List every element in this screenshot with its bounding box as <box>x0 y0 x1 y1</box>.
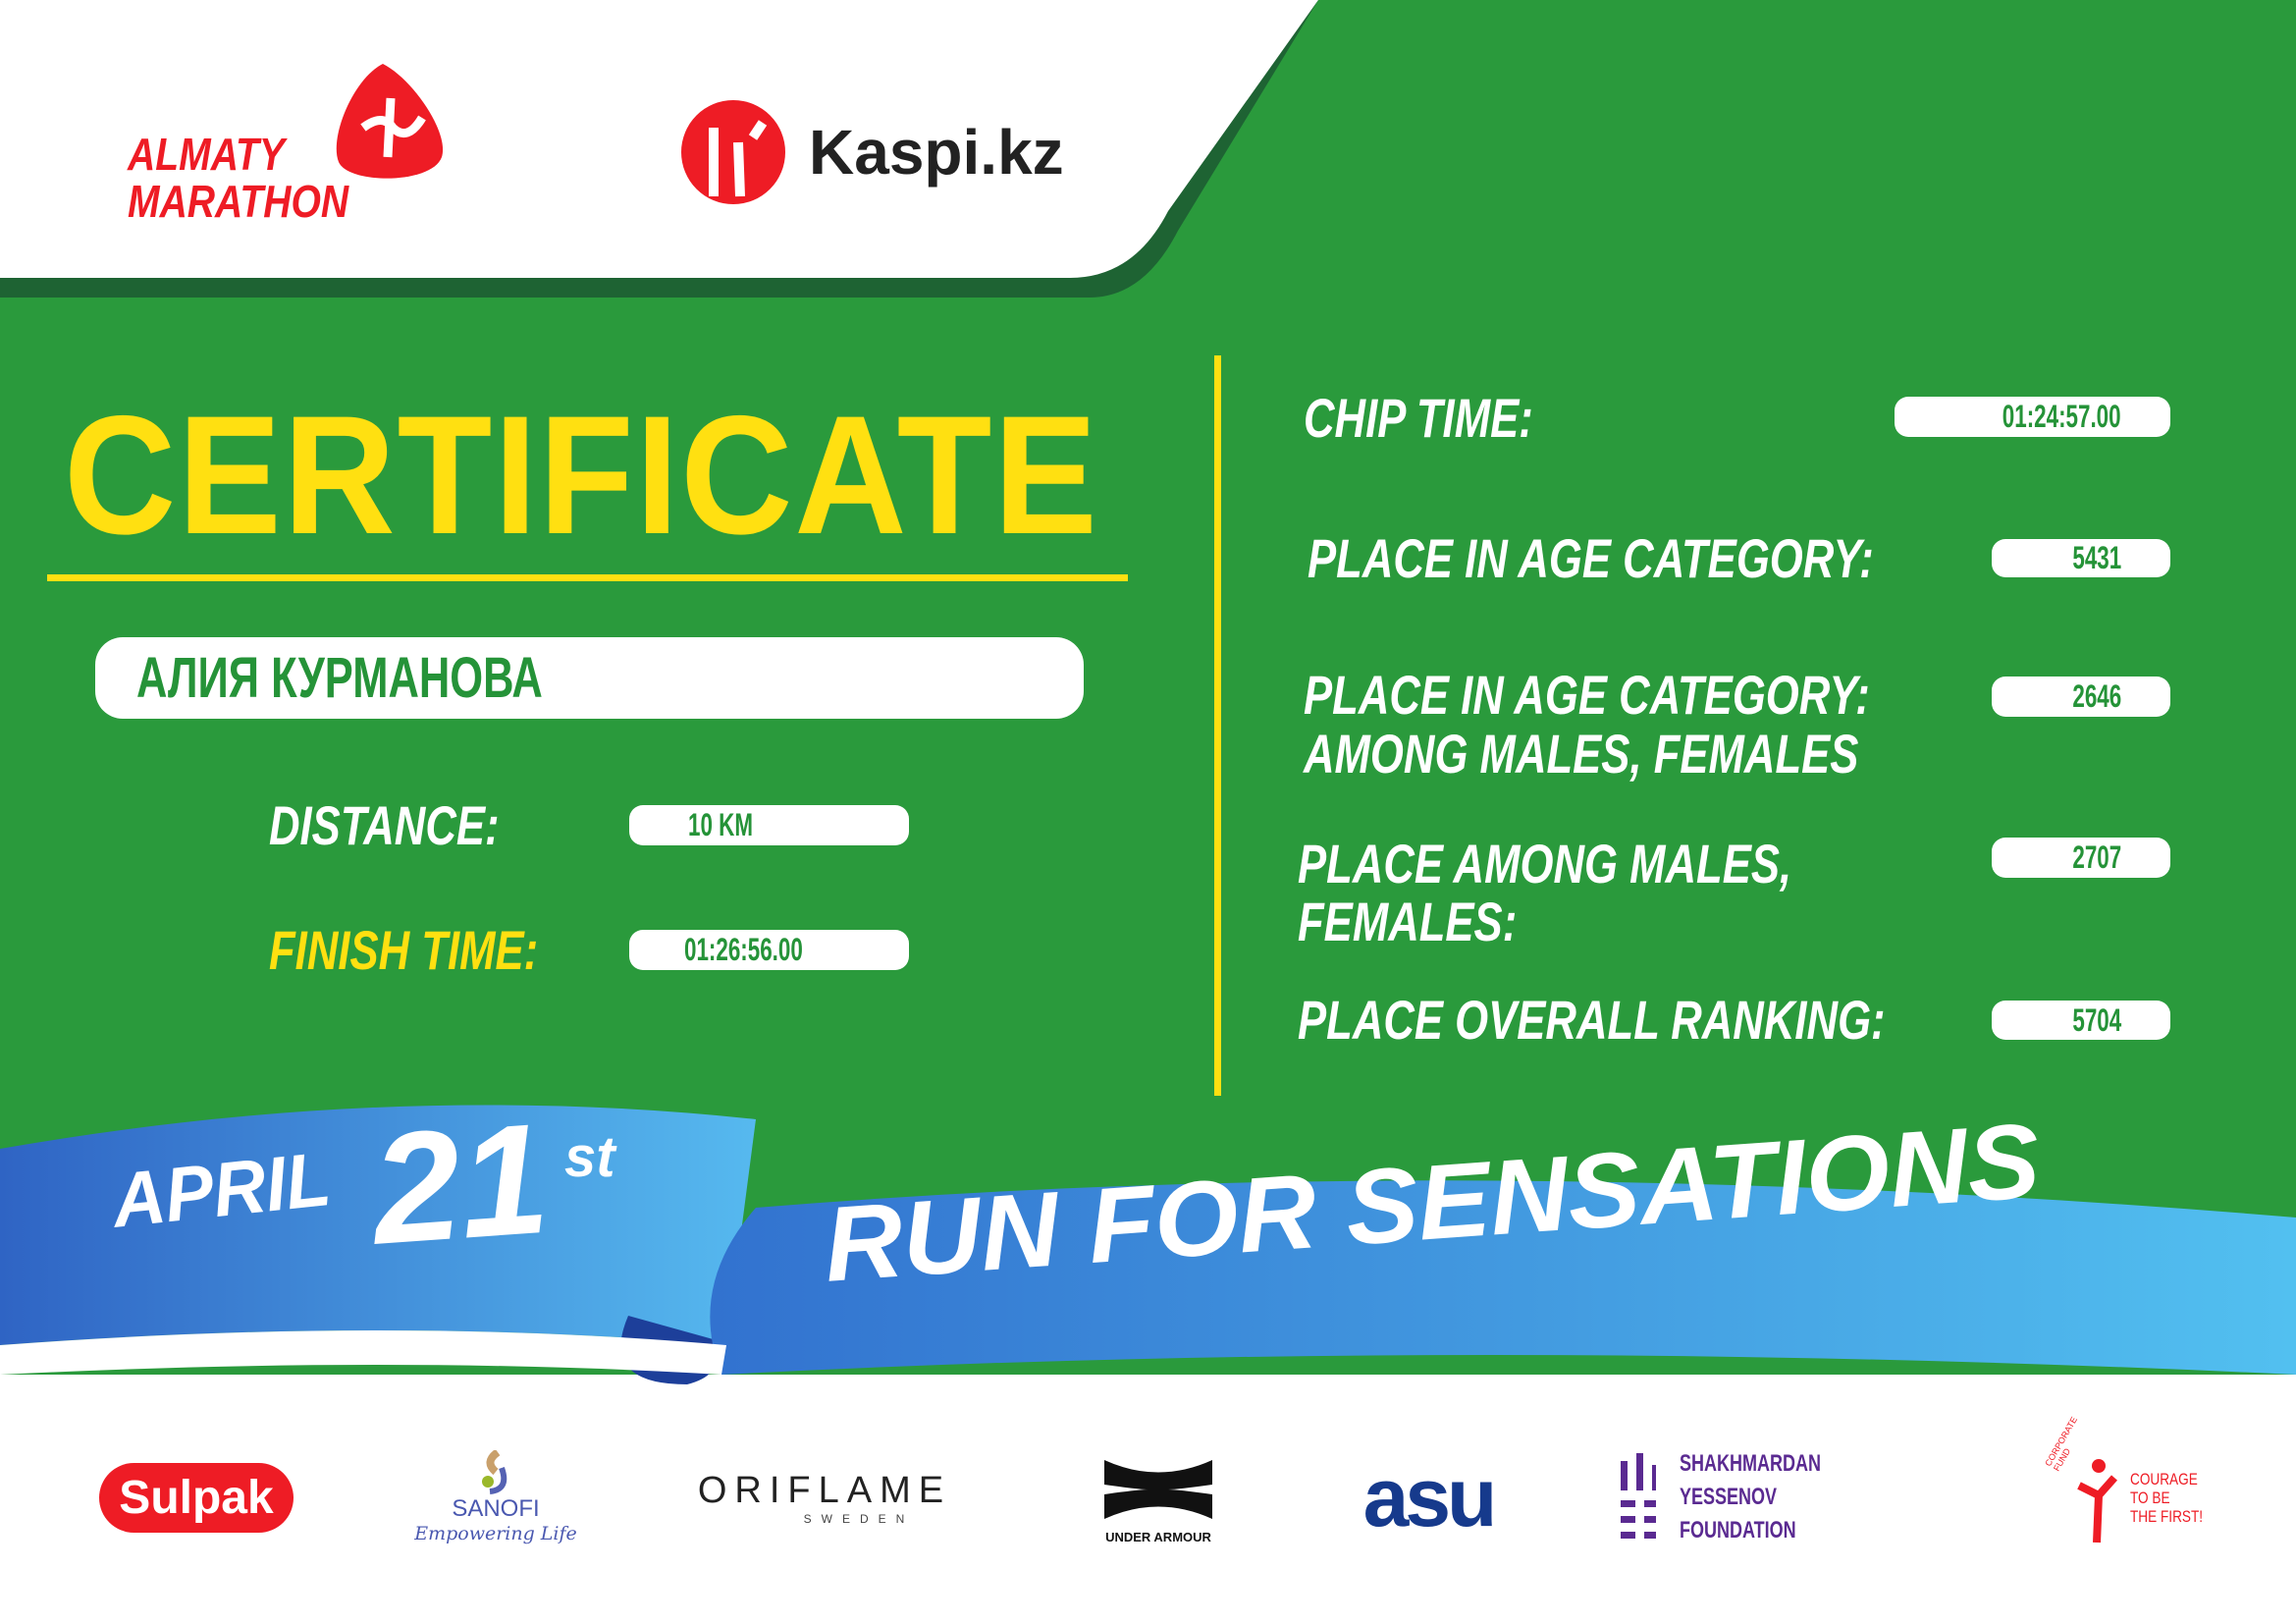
age-category-value: 5431 <box>2072 540 2121 575</box>
finish-time-value-box: 01:26:56.00 <box>629 930 909 970</box>
ribbon-banner <box>0 1105 2296 1404</box>
sanofi-text: SANOFI <box>452 1495 540 1522</box>
divider-line <box>1214 355 1221 1096</box>
courage-fund-logo: CORPORATE FUND COURAGE TO BE THE FIRST! <box>2043 1415 2228 1551</box>
courage-text-3: THE FIRST! <box>2130 1506 2204 1526</box>
ribbon-day-suffix: st <box>564 1125 615 1189</box>
age-category-gender-label-2: AMONG MALES, FEMALES <box>1304 723 1859 785</box>
oriflame-text: ORIFLAME <box>697 1469 952 1511</box>
age-category-gender-label: PLACE IN AGE CATEGORY: <box>1304 664 1870 726</box>
under-armour-text: UNDER ARMOUR <box>1105 1530 1211 1544</box>
sanofi-icon <box>482 1450 507 1494</box>
under-armour-logo: UNDER ARMOUR <box>1070 1438 1247 1561</box>
gender-place-label: PLACE AMONG MALES, <box>1298 833 1792 894</box>
age-category-box: 5431 <box>1992 539 2170 577</box>
ribbon-day: 21 <box>366 1089 554 1277</box>
gender-place-box: 2707 <box>1992 838 2170 878</box>
certificate-title: CERTIFICATE <box>64 381 1099 569</box>
courage-text: COURAGE <box>2130 1469 2198 1489</box>
chip-time-box: 01:24:57.00 <box>1895 397 2170 437</box>
finish-time-label: FINISH TIME: <box>269 919 539 981</box>
distance-label: DISTANCE: <box>269 794 500 856</box>
yessenov-text-2: FOUNDATION <box>1679 1517 1796 1543</box>
overall-ranking-label: PLACE OVERALL RANKING: <box>1298 989 1886 1051</box>
runner-drop-icon <box>336 64 444 179</box>
overall-ranking-box: 5704 <box>1992 1001 2170 1040</box>
overall-ranking-value: 5704 <box>2072 1001 2121 1038</box>
kaspi-text: Kaspi.kz <box>809 117 1064 188</box>
distance-value-box: 10 KM <box>629 805 909 845</box>
chip-time-label: CHIP TIME: <box>1304 387 1533 449</box>
gender-place-value: 2707 <box>2072 839 2121 875</box>
finish-time-value: 01:26:56.00 <box>684 932 803 967</box>
courage-text-2: TO BE <box>2130 1488 2170 1507</box>
header-panel <box>0 0 1318 298</box>
age-category-gender-box: 2646 <box>1992 677 2170 717</box>
sanofi-tagline: Empowering Life <box>414 1523 577 1544</box>
yessenov-icon <box>1621 1453 1656 1539</box>
gender-place-label-2: FEMALES: <box>1298 891 1518 952</box>
distance-value: 10 KM <box>688 807 753 842</box>
kaspi-logo: Kaspi.kz <box>679 98 1064 206</box>
yessenov-text: SHAKHMARDAN YESSENOV <box>1679 1450 1821 1510</box>
under-armour-icon <box>1104 1460 1212 1519</box>
logo-text: MARATHON <box>128 176 349 227</box>
courage-fund-icon: CORPORATE FUND <box>2043 1415 2130 1546</box>
age-category-gender-value: 2646 <box>2072 678 2121 714</box>
logo-text: ALMATY <box>128 129 285 180</box>
sanofi-logo: SANOFI Empowering Life <box>412 1429 579 1566</box>
title-underline <box>47 574 1128 581</box>
oriflame-sub: SWEDEN <box>803 1511 915 1526</box>
sulpak-text: Sulpak <box>99 1462 294 1533</box>
asu-logo: asu <box>1345 1443 1512 1551</box>
participant-name-field: АЛИЯ КУРМАНОВА <box>95 637 1084 719</box>
almaty-marathon-logo: ALMATY MARATHON <box>128 59 461 236</box>
sulpak-logo: Sulpak <box>93 1443 299 1551</box>
asu-text: asu <box>1362 1450 1498 1543</box>
yessenov-logo: SHAKHMARDAN YESSENOV FOUNDATION <box>1615 1443 1949 1551</box>
chip-time-value: 01:24:57.00 <box>2002 399 2121 434</box>
participant-name: АЛИЯ КУРМАНОВА <box>136 646 543 710</box>
oriflame-logo: ORIFLAME SWEDEN <box>687 1443 962 1551</box>
kaspi-icon <box>681 100 785 204</box>
age-category-label: PLACE IN AGE CATEGORY: <box>1308 527 1874 589</box>
